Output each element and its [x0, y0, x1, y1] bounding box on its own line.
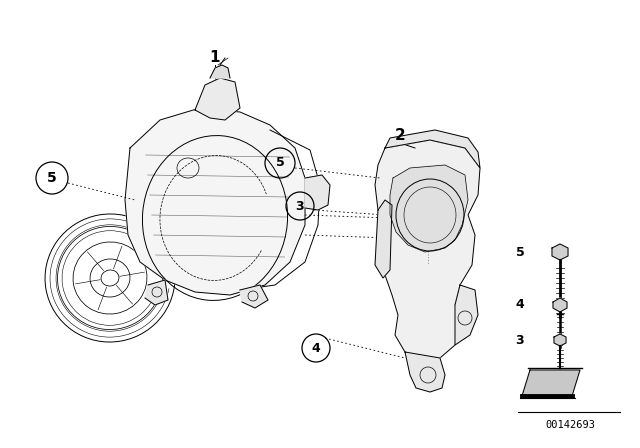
Polygon shape	[390, 165, 468, 252]
Polygon shape	[305, 175, 330, 210]
Text: 3: 3	[296, 199, 304, 212]
Polygon shape	[522, 370, 580, 396]
Polygon shape	[554, 334, 566, 346]
Polygon shape	[145, 280, 168, 305]
Text: 5: 5	[47, 171, 57, 185]
Polygon shape	[240, 285, 268, 308]
Polygon shape	[405, 352, 445, 392]
Text: 5: 5	[516, 246, 524, 258]
Polygon shape	[455, 285, 478, 345]
Text: 3: 3	[516, 333, 524, 346]
Text: 00142693: 00142693	[545, 420, 595, 430]
Polygon shape	[210, 65, 230, 78]
Polygon shape	[375, 140, 480, 360]
Polygon shape	[385, 130, 480, 168]
Polygon shape	[375, 200, 392, 278]
Polygon shape	[553, 298, 567, 312]
Polygon shape	[125, 108, 305, 295]
Polygon shape	[195, 78, 240, 120]
Text: 1: 1	[210, 51, 220, 65]
Text: 4: 4	[312, 341, 321, 354]
Polygon shape	[552, 244, 568, 260]
Text: 2: 2	[395, 129, 405, 143]
Text: 5: 5	[276, 156, 284, 169]
Text: 4: 4	[516, 298, 524, 311]
